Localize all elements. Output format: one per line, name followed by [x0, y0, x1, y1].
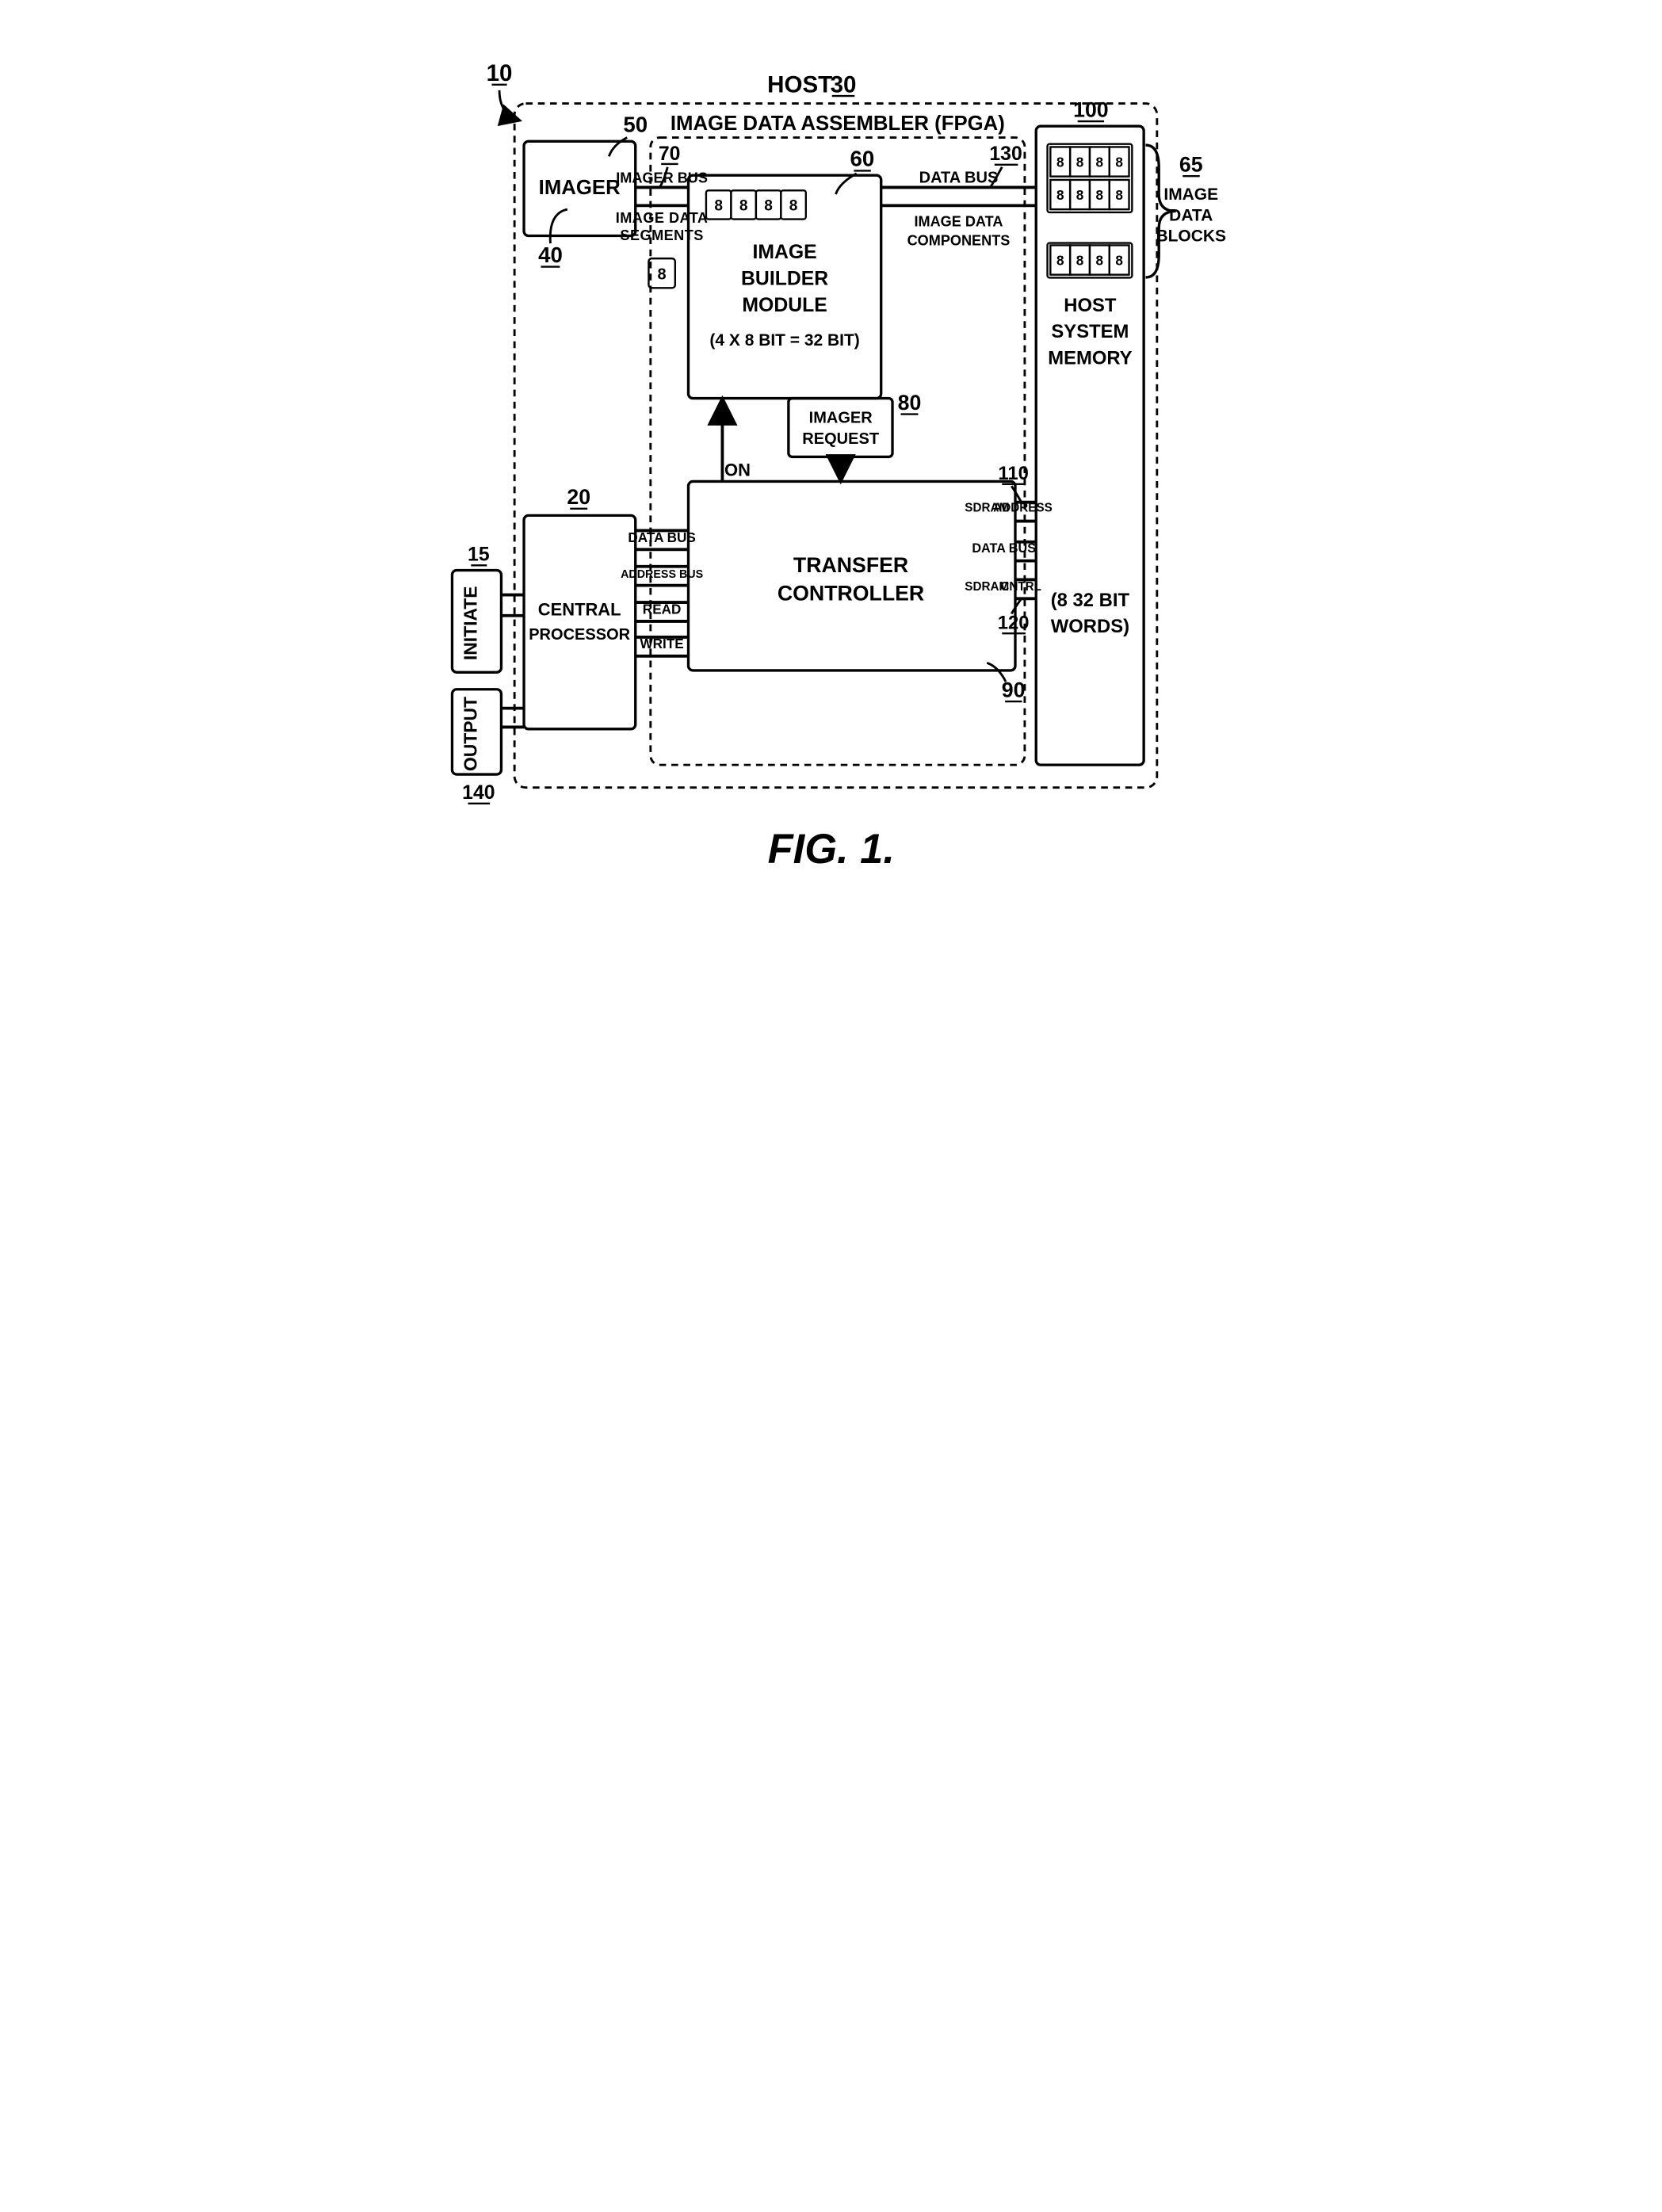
ref-65: 65	[1179, 152, 1202, 176]
svg-text:8: 8	[1056, 252, 1064, 268]
cp-l1: CENTRAL	[537, 600, 621, 620]
cpu-write-label: WRITE	[640, 636, 683, 651]
comp-l1: IMAGE DATA	[914, 214, 1003, 230]
cpu-databus-label: DATA BUS	[628, 529, 695, 545]
ref-140: 140	[462, 782, 495, 804]
initiate-connector	[501, 595, 524, 616]
imager-bus-connector	[635, 187, 688, 205]
svg-text:8: 8	[1115, 252, 1123, 268]
image-data-seg1: IMAGE DATA	[615, 210, 708, 226]
ref-80: 80	[897, 391, 921, 415]
builder-byte-cells: 8 8 8 8	[705, 190, 805, 219]
output-connector	[501, 709, 524, 728]
svg-text:8: 8	[789, 197, 797, 214]
memory-grid-1: 8 8 8 8 8 8 8 8	[1047, 144, 1132, 212]
mem-l1: HOST	[1064, 295, 1117, 316]
svg-text:8: 8	[739, 197, 747, 214]
svg-text:8: 8	[714, 197, 723, 214]
svg-text:8: 8	[1095, 154, 1103, 170]
svg-text:8: 8	[1056, 154, 1064, 170]
svg-text:8: 8	[1076, 154, 1083, 170]
data-bus-right	[881, 187, 1036, 205]
ref-15: 15	[468, 544, 490, 566]
initiate-label: INITIATE	[460, 586, 480, 660]
comp-l2: COMPONENTS	[907, 232, 1010, 248]
svg-text:8: 8	[1115, 154, 1123, 170]
ref-20: 20	[567, 485, 590, 509]
svg-text:8: 8	[764, 197, 773, 214]
blocks-l1: IMAGE	[1163, 185, 1218, 204]
saddr-l2: ADDRESS	[993, 502, 1053, 515]
scntrl-l2: CNTRL	[1000, 580, 1041, 594]
image-data-seg2: SEGMENTS	[620, 227, 703, 243]
svg-text:8: 8	[1056, 187, 1064, 203]
builder-l3: MODULE	[742, 295, 827, 316]
host-memory-box	[1036, 126, 1144, 765]
svg-text:8: 8	[1095, 187, 1103, 203]
svg-text:8: 8	[1076, 252, 1083, 268]
output-label: OUTPUT	[460, 697, 480, 771]
blocks-l2: DATA	[1169, 206, 1213, 224]
ref-110: 110	[998, 463, 1028, 484]
mem-l5: WORDS)	[1050, 616, 1129, 637]
tc-l1: TRANSFER	[793, 553, 907, 577]
mem-l2: SYSTEM	[1051, 321, 1129, 342]
imager-req-l1: IMAGER	[808, 410, 873, 427]
cpu-read-label: READ	[642, 601, 681, 617]
sdram-databus-label: DATA BUS	[972, 541, 1036, 556]
ref-60: 60	[850, 146, 874, 170]
svg-text:8: 8	[657, 266, 666, 283]
central-processor-box	[524, 515, 636, 728]
tc-l2: CONTROLLER	[777, 582, 923, 606]
imager-request-box	[788, 399, 892, 457]
builder-l4: (4 X 8 BIT = 32 BIT)	[709, 331, 859, 350]
ref-100: 100	[1073, 97, 1109, 121]
imager-req-l2: REQUEST	[802, 430, 880, 448]
memory-row-3: 8 8 8 8	[1047, 243, 1132, 278]
block-diagram: HOST 30 10 IMAGE DATA ASSEMBLER (FPGA) I…	[435, 32, 1228, 976]
databus-right-label: DATA BUS	[919, 170, 998, 187]
on-label: ON	[724, 460, 751, 479]
builder-l1: IMAGE	[752, 242, 816, 263]
blocks-l3: BLOCKS	[1156, 227, 1226, 246]
cp-l2: PROCESSOR	[529, 626, 630, 644]
svg-text:8: 8	[1115, 187, 1123, 203]
host-label: HOST	[767, 71, 832, 97]
svg-text:8: 8	[1076, 187, 1083, 203]
builder-l2: BUILDER	[741, 269, 828, 290]
figure-caption: FIG. 1.	[767, 827, 894, 873]
ref-120: 120	[997, 612, 1029, 633]
fpga-label: IMAGE DATA ASSEMBLER (FPGA)	[670, 113, 1004, 135]
svg-text:8: 8	[1095, 252, 1103, 268]
imager-label: IMAGER	[538, 177, 620, 199]
mem-l4: (8 32 BIT	[1050, 590, 1129, 611]
mem-l3: MEMORY	[1048, 348, 1132, 369]
ref-130: 130	[989, 143, 1022, 165]
ref-70: 70	[658, 143, 680, 165]
ref-50: 50	[623, 112, 648, 136]
cpu-addrbus-label: ADDRESS BUS	[621, 568, 703, 581]
ref-30: 30	[830, 71, 856, 97]
ref-10: 10	[486, 60, 512, 86]
ref-40: 40	[538, 243, 563, 267]
